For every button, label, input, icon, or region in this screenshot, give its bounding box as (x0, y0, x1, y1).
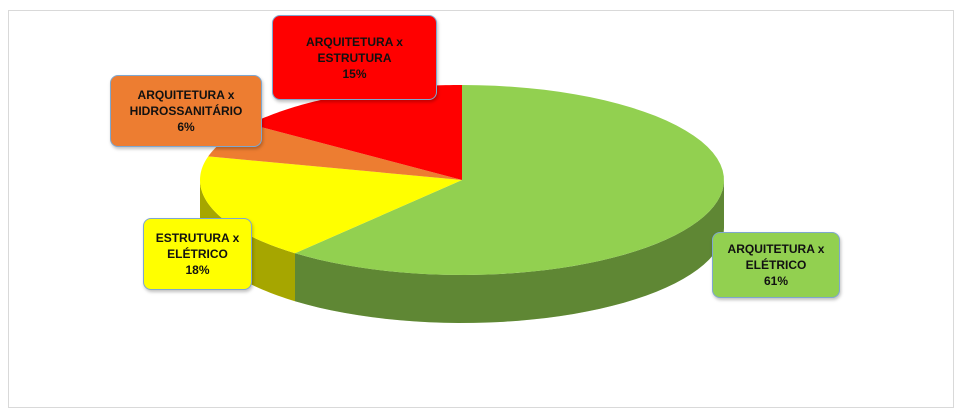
label-percent: 6% (177, 120, 195, 134)
data-label: ARQUITETURA x ELÉTRICO 61% (712, 232, 840, 298)
slice (250, 85, 462, 180)
label-percent: 61% (763, 274, 789, 288)
data-label: ESTRUTURA x ELÉTRICO 18% (143, 218, 252, 290)
label-category: ARQUITETURA x ELÉTRICO (727, 242, 825, 272)
label-category: ARQUITETURA x ESTRUTURA (306, 34, 403, 65)
slice-side-shade (294, 180, 724, 323)
label-percent: 15% (342, 66, 367, 81)
chart-frame (8, 10, 954, 408)
label-category: ESTRUTURA x ELÉTRICO (155, 231, 240, 261)
slice-side (294, 180, 724, 323)
data-label: ARQUITETURA x HIDROSSANITÁRIO 6% (110, 75, 262, 147)
slice (200, 156, 462, 254)
slice (208, 124, 462, 180)
slice (294, 85, 724, 275)
label-percent: 18% (185, 263, 210, 277)
data-label: ARQUITETURA x ESTRUTURA 15% (272, 15, 437, 100)
label-category: ARQUITETURA x HIDROSSANITÁRIO (129, 88, 243, 118)
